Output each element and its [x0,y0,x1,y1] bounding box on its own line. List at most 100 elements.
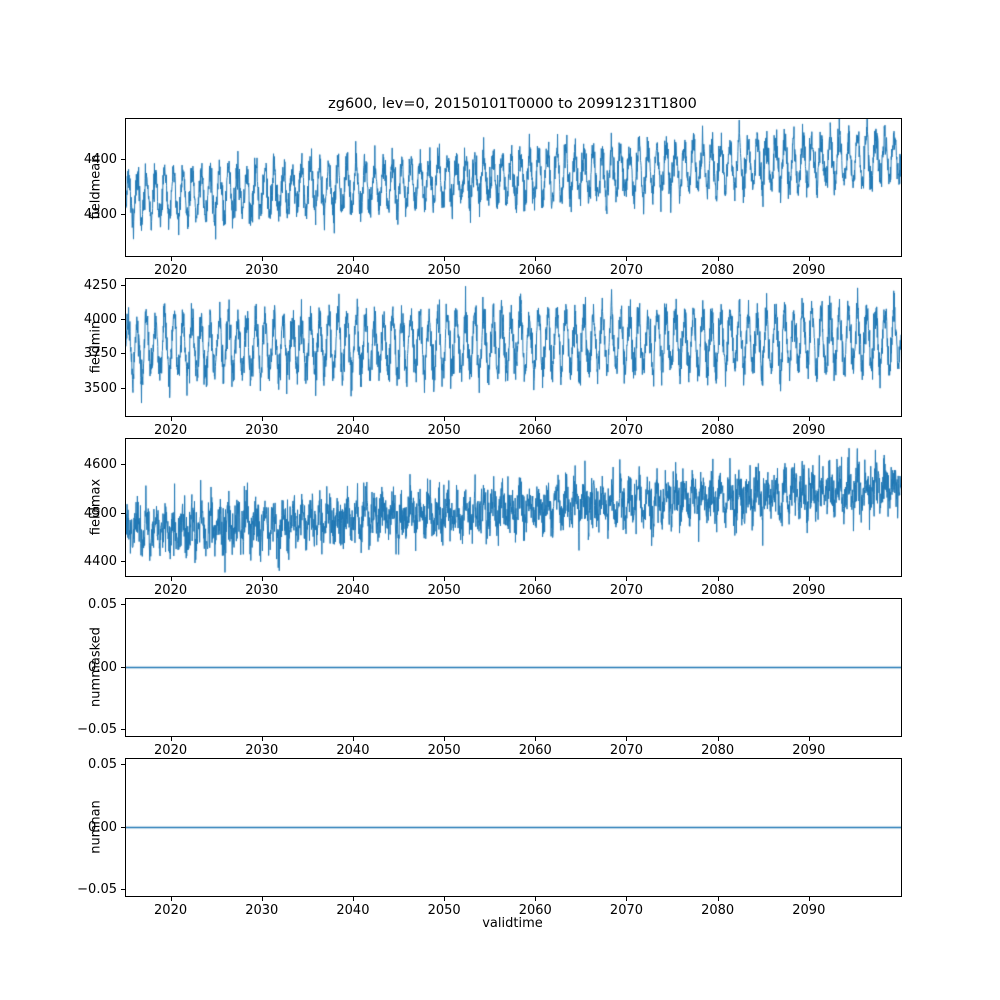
x-tick-label: 2070 [609,263,644,278]
x-tick-mark [261,417,263,421]
y-tick-label: 4000 [83,312,117,328]
x-tick-mark [626,737,628,741]
x-tick-mark [170,577,172,581]
x-tick-mark [444,737,446,741]
x-tick-label: 2080 [701,423,735,438]
x-tick-label: 2070 [609,743,644,758]
x-tick-mark [808,417,810,421]
y-tick-mark [121,512,125,514]
series-line-canvas-nummasked [126,599,901,736]
x-tick-label: 2070 [609,583,644,598]
x-tick-mark [444,577,446,581]
x-tick-mark [717,737,719,741]
y-tick-mark [121,826,125,828]
x-tick-mark [444,897,446,901]
x-tick-mark [261,577,263,581]
x-tick-label: 2050 [427,263,461,278]
series-line-canvas-fieldmax [126,439,901,576]
plot-area-numnan [125,758,902,897]
x-tick-mark [170,257,172,261]
series-line-canvas-fieldmean [126,119,901,256]
x-tick-label: 2080 [701,743,735,758]
y-tick-mark [121,319,125,321]
x-tick-label: 2030 [245,263,279,278]
x-tick-label: 2060 [518,903,552,918]
subplot-nummasked: nummasked −0.05 0.00 0.05 2020 2030 2040 2050 2… [0,596,1000,757]
plot-area-nummasked [125,598,902,737]
x-tick-label: 2040 [336,263,370,278]
x-tick-label: 2070 [609,903,644,918]
y-tick-mark [121,763,125,765]
x-tick-label: 2090 [792,903,826,918]
x-tick-label: 2040 [336,743,370,758]
x-tick-mark [352,897,354,901]
y-tick-mark [121,560,125,562]
x-tick-mark [535,577,537,581]
x-tick-label: 2060 [518,743,552,758]
x-tick-label: 2090 [792,263,826,278]
x-tick-label: 2030 [245,743,279,758]
y-tick-label: 4500 [83,505,117,521]
y-tick-label: 0.05 [88,596,117,612]
x-tick-mark [444,257,446,261]
x-tick-label: 2020 [154,743,188,758]
x-tick-label: 2040 [336,423,370,438]
x-tick-label: 2030 [245,583,279,598]
y-tick-label: 4600 [83,457,117,473]
plot-area-fieldmin [125,278,902,417]
y-tick-mark [121,353,125,355]
x-tick-mark [170,897,172,901]
x-tick-mark [626,577,628,581]
plot-area-fieldmean [125,118,902,257]
x-tick-mark [717,257,719,261]
subplot-numnan: numnan −0.05 0.00 0.05 2020 2030 2040 2050 2060… [0,756,1000,917]
x-tick-label: 2020 [154,423,188,438]
x-tick-mark [352,577,354,581]
x-axis-label: validtime [482,916,543,931]
x-tick-mark [626,417,628,421]
x-tick-mark [170,417,172,421]
y-tick-label: 3750 [83,346,117,362]
y-tick-label: 4300 [83,206,117,222]
y-tick-label: 0.05 [88,756,117,772]
x-tick-mark [808,897,810,901]
plot-area-fieldmax [125,438,902,577]
x-tick-label: 2070 [609,423,644,438]
figure-title: zg600, lev=0, 20150101T0000 to 20991231T… [328,96,697,112]
y-tick-mark [121,159,125,161]
x-tick-mark [808,257,810,261]
x-tick-mark [352,257,354,261]
x-tick-mark [717,417,719,421]
x-tick-mark [352,737,354,741]
x-tick-label: 2080 [701,263,735,278]
y-tick-mark [121,729,125,731]
y-tick-mark [121,464,125,466]
y-tick-label: −0.05 [77,882,117,898]
subplot-fieldmax: fieldmax 4400 4500 4600 2020 2030 2040 2050 206… [0,438,1000,597]
x-tick-mark [717,577,719,581]
x-tick-mark [626,257,628,261]
x-tick-mark [808,577,810,581]
x-tick-label: 2080 [701,583,735,598]
x-tick-mark [352,417,354,421]
series-line-canvas-numnan [126,759,901,896]
x-tick-label: 2020 [154,583,188,598]
y-tick-mark [121,666,125,668]
y-tick-mark [121,889,125,891]
x-tick-mark [535,737,537,741]
y-tick-mark [121,213,125,215]
x-tick-mark [170,737,172,741]
x-tick-label: 2020 [154,903,188,918]
x-tick-mark [535,417,537,421]
x-tick-label: 2090 [792,423,826,438]
x-tick-mark [626,897,628,901]
y-tick-label: 0.00 [88,659,117,675]
y-tick-mark [121,284,125,286]
subplot-fieldmin: fieldmin 3500 3750 4000 4250 2020 2030 2040 205… [0,278,1000,437]
x-tick-label: 2040 [336,903,370,918]
x-tick-mark [261,897,263,901]
x-tick-mark [535,897,537,901]
x-tick-mark [261,737,263,741]
series-line-canvas-fieldmin [126,279,901,416]
